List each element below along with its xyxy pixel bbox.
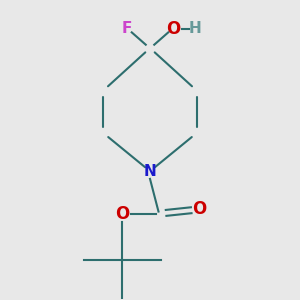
Text: H: H [188,22,201,37]
Text: O: O [192,200,206,218]
Text: O: O [166,20,181,38]
Text: N: N [144,164,156,179]
Text: F: F [122,22,132,37]
Text: O: O [115,205,130,223]
